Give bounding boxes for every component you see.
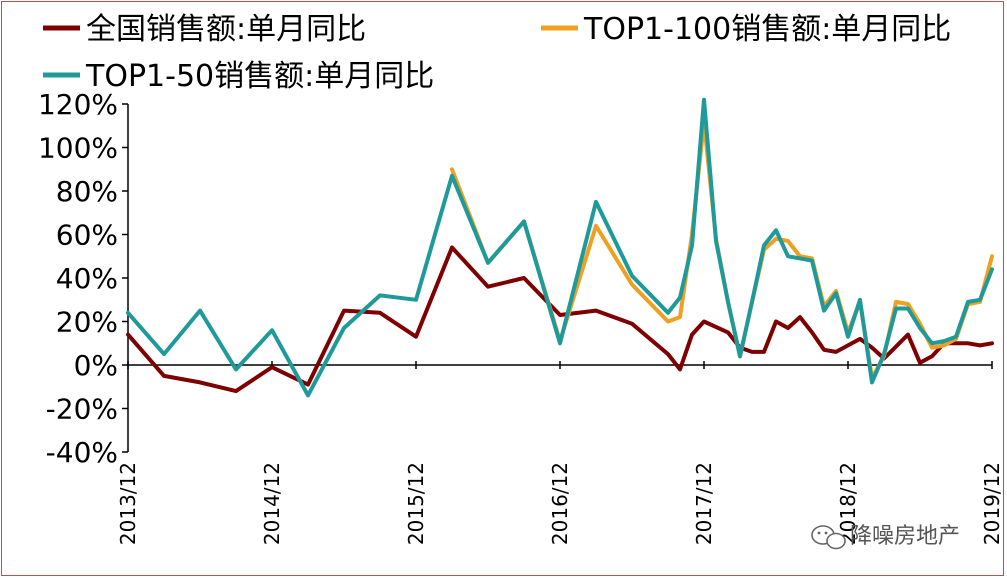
wechat-icon — [811, 525, 846, 550]
legend-label-top50: TOP1-50销售额:单月同比 — [85, 59, 434, 94]
legend: 全国销售额:单月同比 TOP1-100销售额:单月同比 TOP1-50销售额:单… — [43, 12, 951, 94]
legend-label-national: 全国销售额:单月同比 — [86, 12, 366, 47]
y-tick-label: 80% — [56, 175, 118, 208]
x-tick-label: 2018/12 — [836, 462, 860, 545]
y-tick-label: 120% — [38, 88, 118, 121]
y-tick-label: 0% — [74, 349, 118, 382]
y-tick-label: 60% — [56, 219, 118, 252]
y-tick-label: 40% — [56, 262, 118, 295]
legend-label-top100: TOP1-100销售额:单月同比 — [583, 12, 951, 47]
watermark-text: 降噪房地产 — [850, 524, 960, 549]
x-tick-label: 2013/12 — [116, 462, 140, 545]
axes: 120% 100% 80% 60% 40% 20% 0% -20% -40%2013/12 201… — [38, 88, 1004, 545]
x-tick-label: 2017/12 — [692, 462, 716, 545]
series-line-2 — [126, 97, 994, 398]
y-tick-label: 100% — [38, 132, 118, 165]
x-tick-label: 2016/12 — [548, 462, 572, 545]
x-tick-label: 2014/12 — [260, 462, 284, 545]
watermark: 降噪房地产 — [811, 524, 960, 550]
y-tick-label: -40% — [46, 436, 118, 469]
series-group — [126, 97, 994, 398]
y-tick-label: 20% — [56, 306, 118, 339]
x-tick-label: 2019/12 — [980, 462, 1004, 545]
x-tick-label: 2015/12 — [404, 462, 428, 545]
y-tick-label: -20% — [46, 393, 118, 426]
